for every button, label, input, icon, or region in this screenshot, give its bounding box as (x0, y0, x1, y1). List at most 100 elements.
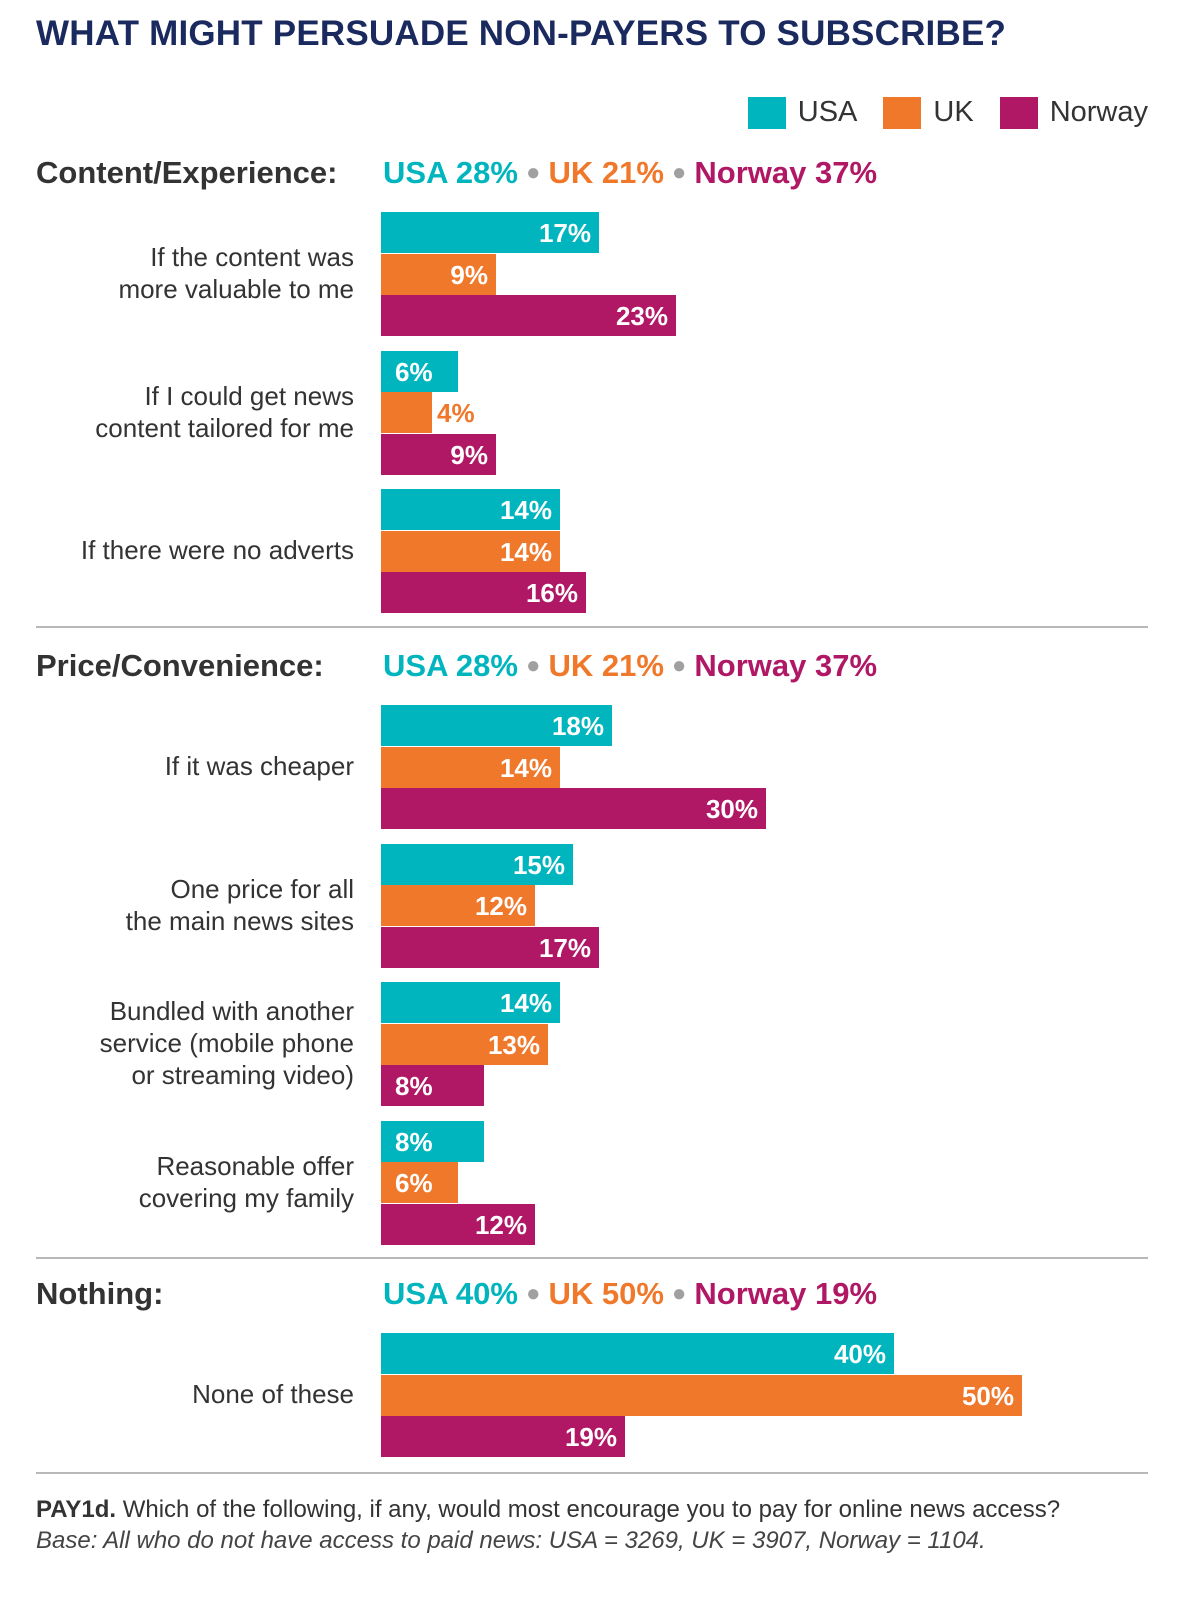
section-title: Nothing: (36, 1276, 164, 1311)
bar-value-label: 14% (499, 752, 552, 783)
bar-value-label: 23% (615, 301, 668, 331)
bar-value-label: 50% (961, 1380, 1014, 1411)
category-label: One price for all the main news sites (125, 873, 354, 936)
category-label: None of these (192, 1379, 354, 1410)
summary-value-uk: 50% (601, 1276, 664, 1311)
bar-value-label: 12% (474, 891, 527, 921)
summary-separator-dot: ● (671, 652, 687, 679)
footnote-code: PAY1d. (36, 1496, 117, 1523)
summary-separator-dot: ● (525, 159, 541, 186)
summary-value-norway: 37% (815, 155, 878, 190)
summary-value-usa: 28% (455, 155, 518, 190)
bar-uk (381, 530, 560, 572)
legend-swatch-norway (999, 96, 1038, 129)
bar-usa (381, 212, 599, 253)
legend-label-usa: USA (797, 96, 858, 128)
bar-value-label: 6% (395, 1168, 433, 1198)
bar-value-label: 9% (450, 439, 488, 470)
summary-separator-dot: ● (671, 159, 687, 186)
bar-norway (381, 1203, 535, 1245)
legend-label-uk: UK (933, 96, 974, 128)
summary-country-uk: UK (548, 1276, 602, 1311)
footnote-question-line: PAY1d. Which of the following, if any, w… (36, 1494, 1060, 1525)
bar-usa (381, 489, 560, 530)
bar-value-label: 13% (487, 1029, 540, 1060)
bar-usa (381, 843, 573, 885)
bar-value-label: 15% (512, 849, 565, 880)
bar-value-label: 8% (395, 1126, 433, 1157)
bar-uk (381, 885, 535, 926)
summary-country-usa: USA (383, 648, 456, 683)
bar-usa (381, 1120, 484, 1162)
bar-value-label: 18% (551, 711, 604, 741)
bar-value-label: 16% (525, 578, 578, 608)
bar-usa (381, 1333, 894, 1374)
summary-separator-dot: ● (671, 1280, 687, 1307)
bar-norway (381, 1416, 625, 1457)
legend-item-uk: UK (883, 96, 974, 129)
summary-value-uk: 21% (601, 648, 664, 683)
summary-country-norway: Norway (694, 648, 816, 683)
summary-separator-dot: ● (525, 652, 541, 679)
section-title: Content/Experience: (36, 155, 338, 190)
chart-title: WHAT MIGHT PERSUADE NON-PAYERS TO SUBSCR… (36, 14, 1007, 53)
bar-value-label: 40% (833, 1339, 886, 1369)
legend-label-norway: Norway (1049, 96, 1148, 128)
category-label: Bundled with another service (mobile pho… (99, 996, 354, 1091)
section-divider (36, 1472, 1148, 1474)
section-summary: USA 28% ● UK 21% ● Norway 37% (383, 155, 877, 191)
bar-usa (381, 350, 458, 392)
bar-uk (381, 253, 496, 295)
bar-value-label: 8% (395, 1071, 433, 1101)
footnote-question: Which of the following, if any, would mo… (122, 1496, 1061, 1523)
legend-item-usa: USA (747, 96, 858, 129)
summary-country-uk: UK (548, 648, 602, 683)
bar-value-label: 14% (499, 536, 552, 567)
category-label: Reasonable offer covering my family (138, 1150, 354, 1213)
category-label: If the content was more valuable to me (118, 242, 354, 305)
bar-norway (381, 572, 586, 613)
bar-uk (381, 1374, 1022, 1416)
section-summary: USA 28% ● UK 21% ● Norway 37% (383, 648, 877, 684)
summary-value-uk: 21% (601, 155, 664, 190)
bar-norway (381, 1065, 484, 1106)
bar-value-label: 14% (499, 495, 552, 525)
category-label: If there were no adverts (80, 535, 354, 566)
section-divider (36, 626, 1148, 628)
bar-value-label: 19% (564, 1422, 617, 1452)
footnote-base: Base: All who do not have access to paid… (36, 1527, 986, 1554)
category-label: If I could get news content tailored for… (95, 380, 354, 443)
summary-country-norway: Norway (694, 1276, 816, 1311)
bar-value-label: 17% (538, 218, 591, 248)
summary-separator-dot: ● (525, 1280, 541, 1307)
section-divider (36, 1257, 1148, 1259)
footnote-base-line: Base: All who do not have access to paid… (36, 1525, 1060, 1556)
bar-uk (381, 392, 432, 433)
category-label: If it was cheaper (164, 751, 354, 782)
footnote: PAY1d. Which of the following, if any, w… (36, 1494, 1060, 1556)
bar-norway (381, 433, 496, 475)
bar-value-label: 14% (499, 988, 552, 1018)
bar-uk (381, 1023, 548, 1065)
bar-usa (381, 982, 560, 1023)
summary-country-uk: UK (548, 155, 602, 190)
summary-country-usa: USA (383, 155, 456, 190)
bar-value-label: 17% (538, 932, 591, 963)
summary-value-norway: 37% (815, 648, 878, 683)
bar-value-label: 30% (705, 794, 758, 824)
legend-swatch-usa (747, 96, 786, 129)
section-title: Price/Convenience: (36, 648, 324, 683)
bar-norway (381, 926, 599, 968)
summary-value-usa: 28% (455, 648, 518, 683)
summary-country-norway: Norway (694, 155, 816, 190)
legend: USA UK Norway (722, 96, 1148, 129)
summary-value-norway: 19% (815, 1276, 878, 1311)
bar-uk (381, 1162, 458, 1203)
bar-value-label: 6% (395, 356, 433, 387)
bar-uk (381, 746, 560, 788)
section-summary: USA 40% ● UK 50% ● Norway 19% (383, 1276, 877, 1312)
summary-country-usa: USA (383, 1276, 456, 1311)
bar-norway (381, 295, 676, 336)
legend-item-norway: Norway (999, 96, 1148, 129)
bar-norway (381, 788, 766, 829)
